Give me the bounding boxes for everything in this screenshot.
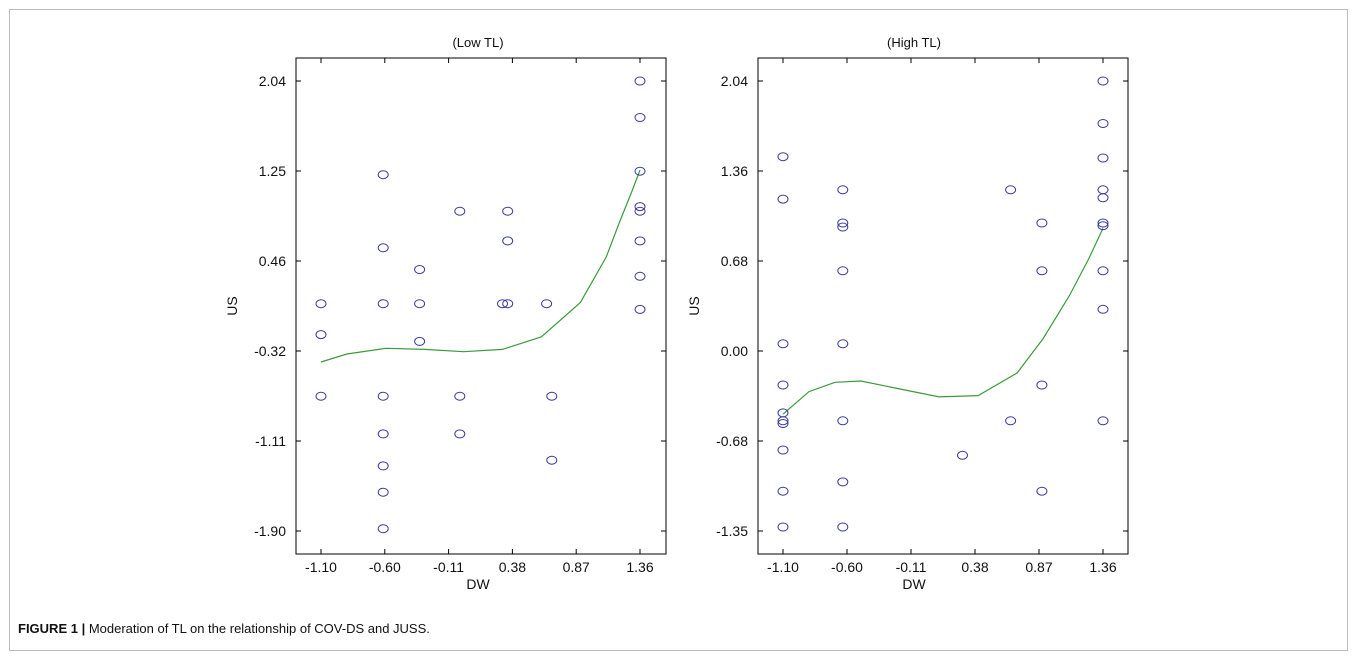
data-point — [838, 478, 848, 486]
data-point — [378, 462, 388, 470]
data-point — [378, 171, 388, 179]
data-point — [378, 300, 388, 308]
y-tick-label: 2.04 — [259, 73, 286, 89]
x-axis-label: DW — [902, 576, 926, 592]
x-tick-label: -0.11 — [896, 559, 927, 575]
data-point — [1098, 194, 1108, 202]
x-tick-label: -0.60 — [369, 559, 401, 575]
data-point — [1098, 267, 1108, 275]
data-point — [838, 417, 848, 425]
data-point — [1098, 417, 1108, 425]
panel-high-tl: (High TL) DW US -1.10 -0.60 -0.11 0.38 0.87 1… — [686, 35, 1128, 592]
data-point — [415, 337, 425, 345]
y-tick-label: 0.46 — [259, 253, 286, 269]
data-point — [378, 392, 388, 400]
panel-low-tl: (Low TL) DW US -1.10 -0.60 -0.11 0.38 0.87 1.… — [224, 35, 666, 592]
chart-title: (Low TL) — [452, 35, 503, 50]
data-point — [778, 340, 788, 348]
y-tick-label: -0.32 — [254, 343, 286, 359]
x-axis-label: DW — [466, 576, 490, 592]
data-point — [838, 340, 848, 348]
data-point — [503, 237, 513, 245]
x-tick-label: -1.10 — [305, 559, 337, 575]
data-point — [778, 446, 788, 454]
data-point — [635, 77, 645, 85]
fitted-curve — [321, 170, 640, 362]
data-point — [455, 207, 465, 215]
data-point — [455, 430, 465, 438]
data-point — [316, 392, 326, 400]
y-tick-label: -0.68 — [716, 433, 748, 449]
x-tick-label: 1.36 — [626, 559, 653, 575]
data-point — [838, 186, 848, 194]
y-tick-label: 1.36 — [721, 163, 748, 179]
data-point — [1006, 417, 1016, 425]
data-point — [455, 392, 465, 400]
caption-text: Moderation of TL on the relationship of … — [85, 621, 430, 636]
data-point — [1098, 154, 1108, 162]
data-point — [635, 114, 645, 122]
data-point — [547, 456, 557, 464]
x-tick-label: 0.38 — [961, 559, 988, 575]
data-point — [838, 267, 848, 275]
x-tick-label: 0.38 — [499, 559, 526, 575]
data-point — [635, 207, 645, 215]
data-point — [415, 300, 425, 308]
data-point — [1098, 305, 1108, 313]
data-point — [503, 207, 513, 215]
data-point — [547, 392, 557, 400]
figure-caption: FIGURE 1 | Moderation of TL on the relat… — [18, 621, 430, 636]
data-point — [316, 331, 326, 339]
data-point — [1098, 120, 1108, 128]
data-point — [542, 300, 552, 308]
fitted-curve — [783, 228, 1103, 414]
data-point — [635, 237, 645, 245]
y-tick-label: 0.68 — [721, 253, 748, 269]
y-tick-label: -1.35 — [716, 523, 748, 539]
x-tick-label: 0.87 — [1025, 559, 1052, 575]
x-tick-label: 0.87 — [563, 559, 590, 575]
data-point — [1037, 381, 1047, 389]
x-tick-label: 1.36 — [1089, 559, 1116, 575]
data-point — [778, 195, 788, 203]
data-point — [778, 487, 788, 495]
x-tick-label: -0.11 — [433, 559, 464, 575]
data-point — [778, 153, 788, 161]
data-point — [316, 300, 326, 308]
chart-title: (High TL) — [887, 35, 941, 50]
data-point — [838, 523, 848, 531]
data-point — [778, 409, 788, 417]
data-point — [1098, 77, 1108, 85]
x-tick-label: -0.60 — [831, 559, 863, 575]
data-point — [635, 272, 645, 280]
data-point — [378, 430, 388, 438]
y-axis-label: US — [224, 296, 240, 315]
x-tick-label: -1.10 — [767, 559, 799, 575]
y-tick-label: 1.25 — [259, 163, 286, 179]
plot-frame — [758, 58, 1128, 554]
caption-label: FIGURE 1 | — [18, 621, 85, 636]
data-point — [1037, 487, 1047, 495]
data-point — [1006, 186, 1016, 194]
data-point — [635, 203, 645, 211]
y-axis-label: US — [686, 296, 702, 315]
data-point — [958, 451, 968, 459]
plot-frame — [296, 58, 666, 554]
data-point — [415, 266, 425, 274]
data-point — [378, 525, 388, 533]
data-point — [1037, 267, 1047, 275]
y-tick-label: 0.00 — [721, 343, 748, 359]
data-point — [635, 305, 645, 313]
data-point — [1037, 219, 1047, 227]
data-point — [1098, 186, 1108, 194]
data-point — [378, 244, 388, 252]
y-tick-label: -1.90 — [254, 523, 286, 539]
data-point — [778, 523, 788, 531]
data-point — [778, 381, 788, 389]
y-tick-label: 2.04 — [721, 73, 748, 89]
y-tick-label: -1.11 — [255, 433, 286, 449]
data-point — [378, 488, 388, 496]
